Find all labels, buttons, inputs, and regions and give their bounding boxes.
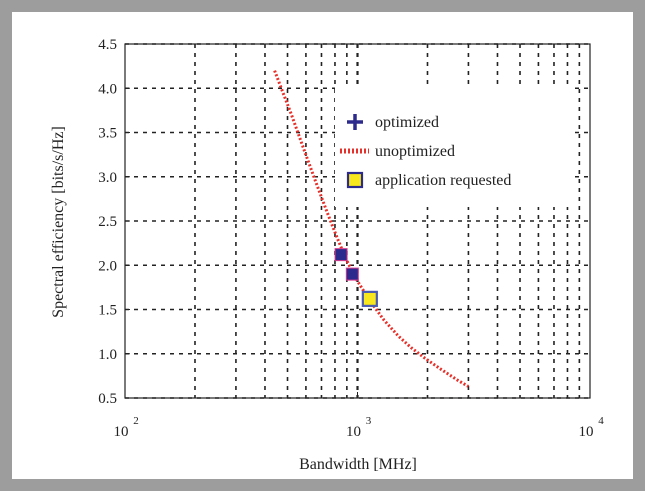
y-tick-label: 0.5	[98, 391, 117, 407]
y-tick-label: 3.5	[98, 126, 117, 142]
unoptimized-line	[273, 70, 470, 388]
y-axis-label: Spectral efficiency [bits/s/Hz]	[50, 126, 67, 318]
y-tick-label: 3.0	[98, 170, 117, 186]
y-tick-label: 1.5	[98, 303, 117, 319]
legend: optimized unoptimized application requeste…	[335, 85, 575, 207]
data-markers	[334, 248, 378, 307]
legend-label: optimized	[375, 114, 439, 131]
optimized-marker	[334, 248, 348, 262]
optimized-marker	[345, 267, 359, 281]
x-tick-exponent: 2	[133, 415, 139, 427]
x-tick-label: 10	[114, 424, 129, 440]
y-tick-label: 1.0	[98, 347, 117, 363]
axis-ticks: 0.5 1.0 1.5 2.0 2.5 3.0 3.5 4.0 4.5 10 2 10 3 10 4	[98, 37, 604, 440]
application-requested-marker	[361, 290, 378, 307]
x-tick-label: 10	[579, 424, 594, 440]
y-tick-label: 2.5	[98, 214, 117, 230]
unoptimized-curve	[273, 70, 470, 388]
legend-label: unoptimized	[375, 143, 455, 160]
x-tick-exponent: 3	[366, 415, 372, 427]
y-tick-label: 4.5	[98, 37, 117, 53]
legend-box	[335, 85, 575, 207]
y-tick-label: 4.0	[98, 81, 117, 97]
legend-label: application requested	[375, 172, 511, 189]
x-tick-exponent: 4	[598, 415, 604, 427]
x-tick-label: 10	[346, 424, 361, 440]
legend-application-requested-symbol	[346, 171, 364, 189]
x-axis-label: Bandwidth [MHz]	[299, 456, 417, 473]
y-tick-label: 2.0	[98, 258, 117, 274]
